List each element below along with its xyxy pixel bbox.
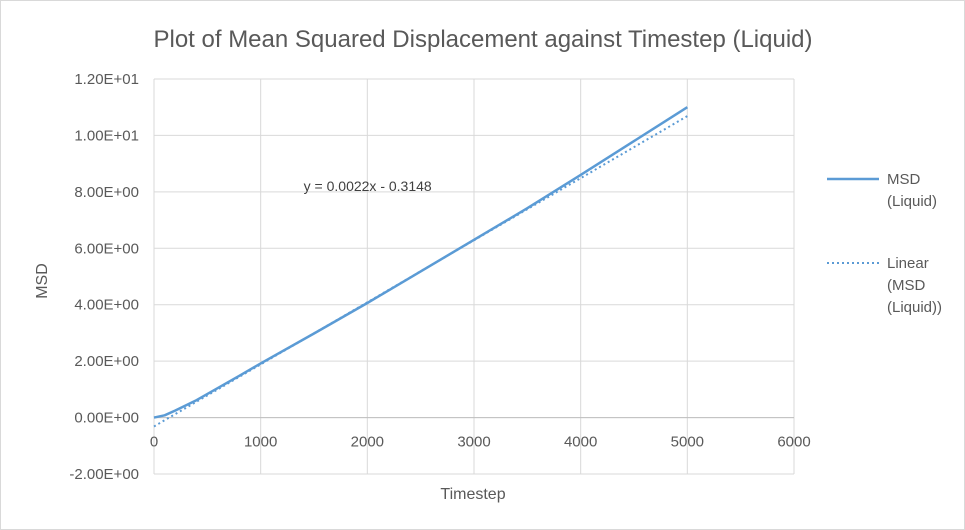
legend-label-linear: Linear <box>887 255 929 272</box>
x-tick-label: 0 <box>150 434 158 451</box>
x-tick-label: 3000 <box>457 434 490 451</box>
x-tick-label: 4000 <box>564 434 597 451</box>
y-tick-label: 8.00E+00 <box>74 184 139 201</box>
y-tick-label: 0.00E+00 <box>74 410 139 427</box>
x-axis-ticks: 0 1000 2000 3000 4000 5000 6000 <box>150 434 811 451</box>
y-axis-ticks: -2.00E+00 0.00E+00 2.00E+00 4.00E+00 6.00E+0… <box>69 71 139 483</box>
x-tick-label: 5000 <box>671 434 704 451</box>
x-tick-label: 6000 <box>777 434 810 451</box>
y-axis-label: MSD <box>34 263 51 299</box>
x-tick-label: 2000 <box>351 434 384 451</box>
chart-title: Plot of Mean Squared Displacement agains… <box>153 26 812 53</box>
y-tick-label: 1.20E+01 <box>74 71 139 88</box>
y-tick-label: 1.00E+01 <box>74 127 139 144</box>
series-lines <box>153 106 689 428</box>
y-tick-label: 6.00E+00 <box>74 240 139 257</box>
grid-lines <box>153 78 795 475</box>
series-line-msd-liquid <box>153 106 689 419</box>
y-tick-label: 2.00E+00 <box>74 353 139 370</box>
y-tick-label: -2.00E+00 <box>69 466 139 483</box>
x-tick-label: 1000 <box>244 434 277 451</box>
legend-label-linear: (Liquid)) <box>887 299 942 316</box>
y-tick-label: 4.00E+00 <box>74 297 139 314</box>
trendline-equation: y = 0.0022x - 0.3148 <box>304 178 432 194</box>
legend-label-msd: (Liquid) <box>887 193 937 210</box>
legend: MSD (Liquid) Linear (MSD (Liquid)) <box>827 171 942 316</box>
x-axis-label: Timestep <box>440 486 505 503</box>
legend-label-linear: (MSD <box>887 277 925 294</box>
legend-label-msd: MSD <box>887 171 921 188</box>
